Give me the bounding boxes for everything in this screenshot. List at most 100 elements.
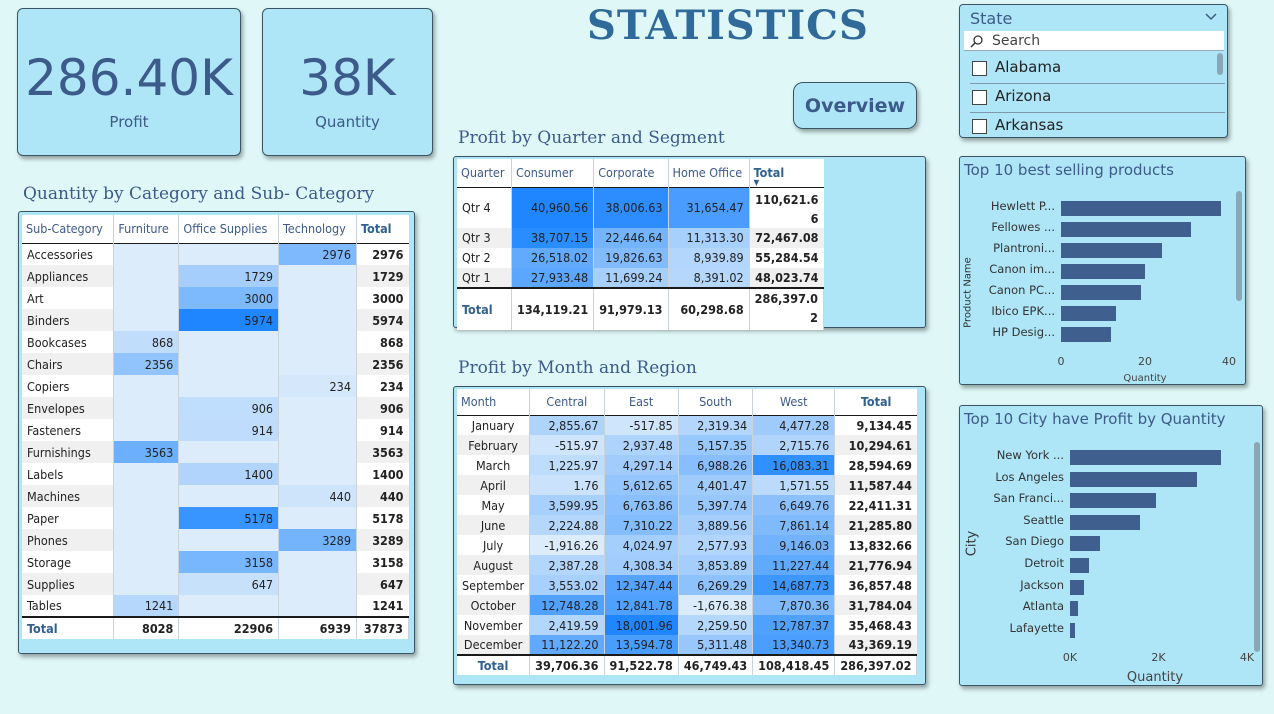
column-header[interactable]: East [604, 389, 679, 415]
checkbox[interactable] [972, 90, 987, 105]
table-cell: Fasteners [22, 419, 115, 441]
bar[interactable] [1070, 579, 1085, 595]
table-cell: Phones [22, 529, 115, 551]
table-cell: 12,841.78 [604, 595, 679, 615]
column-header[interactable]: Consumer [511, 159, 595, 187]
state-option[interactable]: Arkansas [970, 114, 1225, 137]
state-option-label: Alabama [995, 58, 1062, 76]
bar[interactable] [1070, 558, 1090, 573]
column-header[interactable]: Sub-Category [22, 215, 115, 243]
table-cell: 286,397.0 2 [749, 286, 825, 330]
bar[interactable] [1070, 622, 1076, 638]
state-option[interactable]: Alabama [970, 56, 1225, 84]
table-cell: 38,707.15 [511, 227, 595, 248]
profit-kpi-value: 286.40K [25, 49, 233, 107]
table-cell: August [457, 555, 531, 575]
table-cell [113, 507, 180, 529]
table-cell [278, 463, 357, 485]
column-header[interactable]: Total [360, 221, 392, 237]
table-cell [113, 265, 180, 287]
top-cities-scrollbar[interactable] [1254, 442, 1260, 652]
table-cell: 108,418.45 [752, 654, 836, 675]
table-cell: 3,853.89 [678, 555, 754, 575]
column-header[interactable]: South [678, 389, 754, 415]
bar[interactable] [1070, 601, 1078, 617]
table-cell: 5,157.35 [678, 435, 754, 455]
table-cell: 914 [178, 419, 280, 441]
table-cell: 5,397.74 [678, 495, 754, 515]
table-cell: 5974 [372, 312, 404, 328]
table-cell: 234 [278, 375, 357, 397]
table-cell: 5178 [178, 507, 280, 529]
bar[interactable] [1061, 306, 1116, 321]
table-cell: -1,676.38 [678, 595, 754, 615]
search-input[interactable]: Search [964, 31, 1224, 51]
overview-button[interactable]: Overview [793, 82, 917, 129]
table-cell: 11,587.44 [848, 477, 912, 493]
table-cell: 2,387.28 [529, 555, 605, 575]
category-matrix-title: Quantity by Category and Sub- Category [23, 184, 375, 204]
table-cell: 1729 [372, 268, 404, 284]
bar-category-label: Detroit [1024, 556, 1064, 570]
table-cell [278, 331, 357, 353]
top-cities-chart-title: Top 10 City have Profit by Quantity [964, 410, 1226, 428]
table-row: Art 3000 3000 [22, 287, 409, 309]
table-cell: Qtr 4 [457, 187, 513, 228]
table-cell: 2,715.76 [752, 435, 836, 455]
bar[interactable] [1070, 514, 1141, 530]
table-cell: 8028 [113, 616, 180, 639]
column-header[interactable]: West [752, 389, 836, 415]
bar[interactable] [1070, 450, 1222, 465]
table-cell [278, 309, 357, 331]
matrix-header-row: Month Central East South West Total [457, 389, 917, 415]
state-option[interactable]: Arizona [970, 85, 1225, 113]
column-header[interactable]: Furniture [113, 215, 180, 243]
table-cell: September [457, 575, 531, 595]
category-matrix: Sub-Category Furniture Office Supplies Tech… [22, 215, 410, 639]
bar[interactable] [1061, 243, 1162, 258]
bar[interactable] [1070, 471, 1198, 487]
table-cell [113, 287, 180, 309]
bar[interactable] [1070, 536, 1100, 552]
column-header[interactable]: Total ▼ [753, 165, 785, 187]
bar[interactable] [1061, 264, 1145, 279]
column-header[interactable]: Home Office [668, 159, 750, 187]
bar[interactable] [1061, 222, 1192, 237]
slicer-scrollbar[interactable] [1217, 53, 1223, 75]
table-cell: 35,468.43 [848, 617, 912, 633]
column-header[interactable]: Corporate [593, 159, 669, 187]
table-row: Storage 3158 3158 [22, 551, 409, 573]
column-header[interactable]: Office Supplies [178, 215, 280, 243]
column-header[interactable]: Central [529, 389, 605, 415]
column-header[interactable]: Technology [278, 215, 357, 243]
quantity-kpi-card: 38K Quantity [262, 8, 433, 156]
table-cell: 2356 [372, 356, 404, 372]
column-header[interactable]: Total [860, 394, 892, 410]
quarter-matrix: Quarter Consumer Corporate Home Office Total… [457, 159, 825, 330]
checkbox[interactable] [972, 61, 987, 76]
table-cell: 3,553.02 [529, 575, 605, 595]
sort-descending-icon[interactable]: ▼ [753, 177, 760, 187]
column-header[interactable]: Quarter [457, 159, 513, 187]
table-cell: Binders [22, 309, 115, 331]
bar[interactable] [1061, 201, 1221, 216]
table-cell: 6,269.29 [678, 575, 754, 595]
table-cell: 16,083.31 [752, 455, 836, 475]
table-cell [113, 573, 180, 595]
table-cell [278, 353, 357, 375]
bar[interactable] [1061, 285, 1141, 300]
top-products-scrollbar[interactable] [1236, 191, 1242, 301]
table-cell: 91,979.13 [593, 286, 669, 330]
table-row: April 1.76 5,612.65 4,401.47 1,571.55 11,587.… [457, 475, 917, 495]
table-cell: February [457, 435, 531, 455]
bar-category-label: Los Angeles [995, 469, 1064, 484]
checkbox[interactable] [972, 119, 987, 134]
table-cell: Tables [22, 595, 115, 617]
table-cell: 19,826.63 [593, 247, 669, 268]
table-cell: 46,749.43 [678, 654, 754, 675]
chevron-down-icon[interactable] [1204, 9, 1218, 23]
bar[interactable] [1061, 327, 1112, 342]
bar[interactable] [1070, 493, 1156, 509]
table-row: January 2,855.67 -517.85 2,319.34 4,477.28 9,… [457, 415, 917, 435]
column-header[interactable]: Month [457, 389, 531, 415]
